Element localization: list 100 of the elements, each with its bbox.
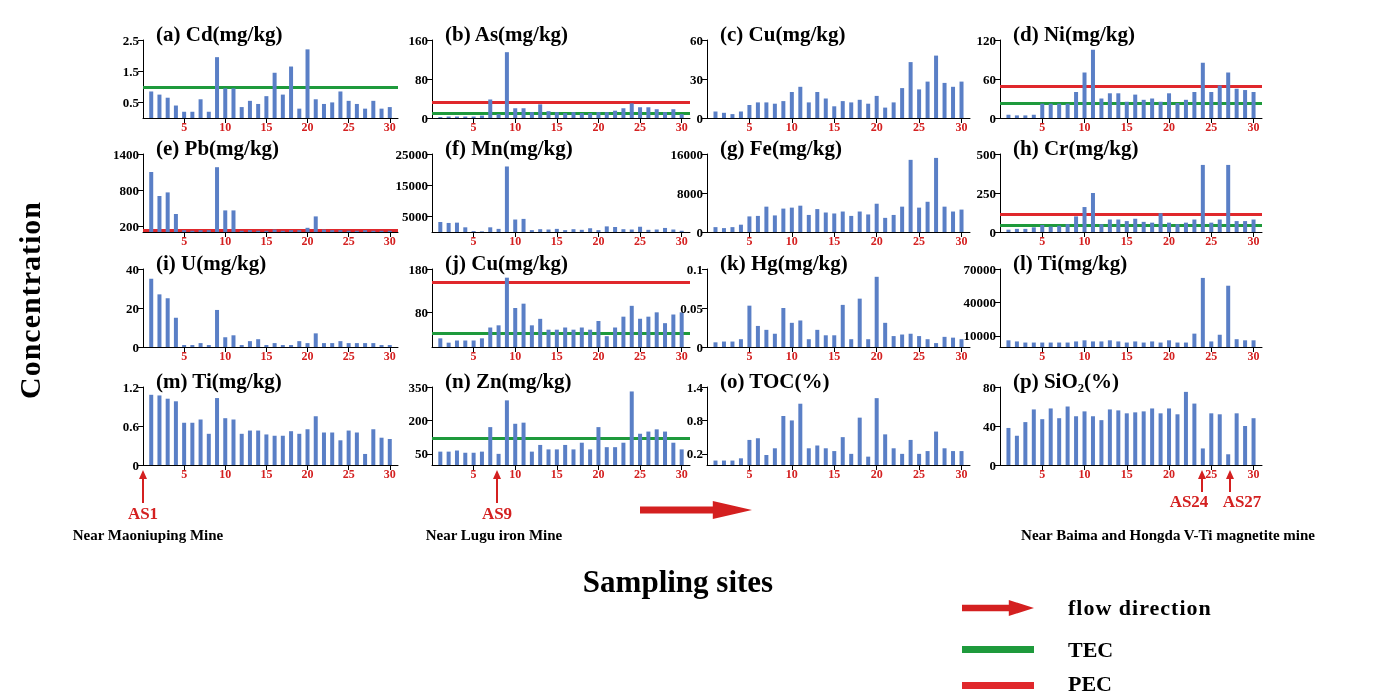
x-tick-label: 20: [1163, 349, 1176, 363]
bar: [721, 341, 726, 347]
bar: [488, 227, 493, 232]
bar: [1200, 448, 1205, 465]
y-tick-label: 0.6: [122, 418, 140, 434]
bar: [857, 417, 862, 465]
bar: [223, 418, 228, 465]
bar: [764, 102, 769, 118]
bar: [471, 452, 476, 465]
bar: [959, 339, 964, 347]
bar: [504, 400, 509, 465]
x-tick-label: 25: [634, 120, 647, 134]
bar: [747, 439, 752, 465]
x-tick-label: 25: [342, 467, 355, 481]
bar: [1116, 410, 1121, 465]
bar: [1226, 164, 1231, 232]
bar: [646, 316, 651, 347]
bar: [1217, 414, 1222, 465]
y-tick-label: 10000: [963, 328, 996, 344]
bar: [900, 206, 905, 232]
text: AS1: [127, 504, 159, 524]
bar: [738, 111, 743, 118]
bar: [1150, 341, 1155, 347]
chart-title: (c) Cu(mg/kg): [720, 21, 846, 46]
bar: [1175, 103, 1180, 118]
bar: [747, 216, 752, 232]
chart-title: (l) Ti(mg/kg): [1013, 250, 1128, 275]
x-tick-label: 25: [342, 120, 355, 134]
x-tick-label: 25: [1205, 120, 1218, 134]
bar: [264, 96, 269, 118]
bar: [815, 329, 820, 347]
bar: [579, 442, 584, 465]
chart-title: (h) Cr(mg/kg): [1013, 135, 1139, 160]
x-tick-label: 30: [383, 349, 396, 363]
y-tick-label: 40: [983, 418, 996, 434]
bar: [747, 105, 752, 118]
bar: [908, 159, 913, 232]
bar: [747, 305, 752, 347]
bar: [215, 57, 220, 118]
bar: [173, 317, 178, 347]
bar: [1099, 420, 1104, 465]
bar: [330, 343, 335, 347]
bar: [679, 114, 684, 118]
bar: [951, 86, 956, 118]
bar: [883, 217, 888, 232]
bar: [149, 278, 154, 347]
bar: [272, 435, 277, 465]
bar: [925, 451, 930, 465]
bar: [1141, 99, 1146, 118]
bar: [346, 343, 351, 347]
bar: [521, 108, 526, 118]
bar: [438, 451, 443, 465]
bar: [264, 434, 269, 465]
bar: [1074, 416, 1079, 465]
bar: [1107, 219, 1112, 232]
bar: [1183, 222, 1188, 232]
bar: [280, 435, 285, 465]
bar: [571, 449, 576, 465]
bar: [579, 327, 584, 347]
y-tick-label: 0.8: [686, 412, 704, 428]
bar: [165, 97, 170, 118]
bar: [256, 103, 261, 118]
bar: [1192, 403, 1197, 465]
bar: [755, 438, 760, 465]
bar: [679, 449, 684, 465]
y-tick-label: 1.4: [686, 379, 704, 395]
bar: [223, 88, 228, 118]
bar: [338, 91, 343, 118]
y-tick-label: 1.2: [122, 379, 139, 395]
bar: [925, 201, 930, 232]
bar: [789, 207, 794, 232]
x-tick-label: 10: [785, 120, 798, 134]
y-tick-label: 500: [976, 146, 996, 162]
bar: [371, 429, 376, 465]
bar: [1014, 341, 1019, 347]
bar: [554, 449, 559, 465]
bar: [513, 219, 518, 232]
bar: [504, 166, 509, 232]
bar: [908, 62, 913, 118]
bar: [613, 227, 618, 232]
bar: [354, 432, 359, 465]
bar: [521, 218, 526, 232]
y-tick-label: 50: [415, 446, 428, 462]
bar: [239, 107, 244, 118]
bar: [663, 323, 668, 347]
bar: [849, 102, 854, 118]
bar: [1048, 226, 1053, 232]
bar: [629, 103, 634, 118]
bar: [247, 100, 252, 118]
x-tick-label: 15: [1120, 120, 1133, 134]
y-tick-label: 80: [983, 379, 996, 395]
bar: [438, 222, 443, 232]
chart-title: (a) Cd(mg/kg): [156, 21, 283, 46]
bar: [840, 211, 845, 232]
bar: [1090, 341, 1095, 347]
bar: [806, 214, 811, 232]
bar: [764, 454, 769, 465]
bar: [529, 451, 534, 465]
x-tick-label: 5: [746, 120, 753, 134]
x-tick-label: 30: [1247, 349, 1260, 363]
